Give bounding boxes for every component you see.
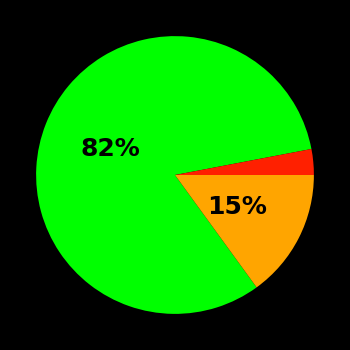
Wedge shape [175, 149, 314, 175]
Text: 15%: 15% [207, 195, 267, 218]
Text: 82%: 82% [80, 138, 140, 161]
Wedge shape [36, 36, 312, 314]
Wedge shape [175, 175, 314, 287]
